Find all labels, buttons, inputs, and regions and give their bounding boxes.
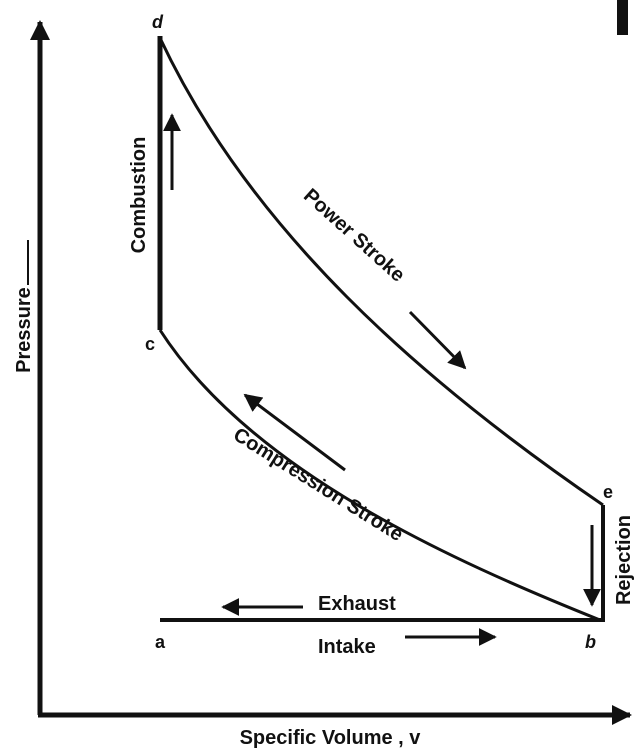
process-label: Intake	[318, 636, 376, 658]
y-axis-label: Pressure	[13, 287, 35, 373]
process-label: Rejection	[613, 515, 635, 605]
power-arrow	[408, 310, 467, 370]
corner-bar	[617, 0, 628, 35]
point-label: b	[585, 632, 596, 652]
compression-curve	[158, 329, 601, 622]
process-label: Compression Stroke	[229, 424, 407, 546]
point-label: d	[152, 12, 164, 32]
process-label: Exhaust	[318, 593, 396, 615]
compression-arrow	[243, 393, 346, 472]
point-label: e	[603, 482, 613, 502]
power-curve	[158, 37, 604, 507]
process-label: Power Stroke	[299, 185, 409, 287]
x-axis-label: Specific Volume , v	[240, 727, 422, 749]
point-label: a	[155, 632, 166, 652]
process-label: Combustion	[128, 137, 150, 254]
point-label: c	[145, 334, 155, 354]
